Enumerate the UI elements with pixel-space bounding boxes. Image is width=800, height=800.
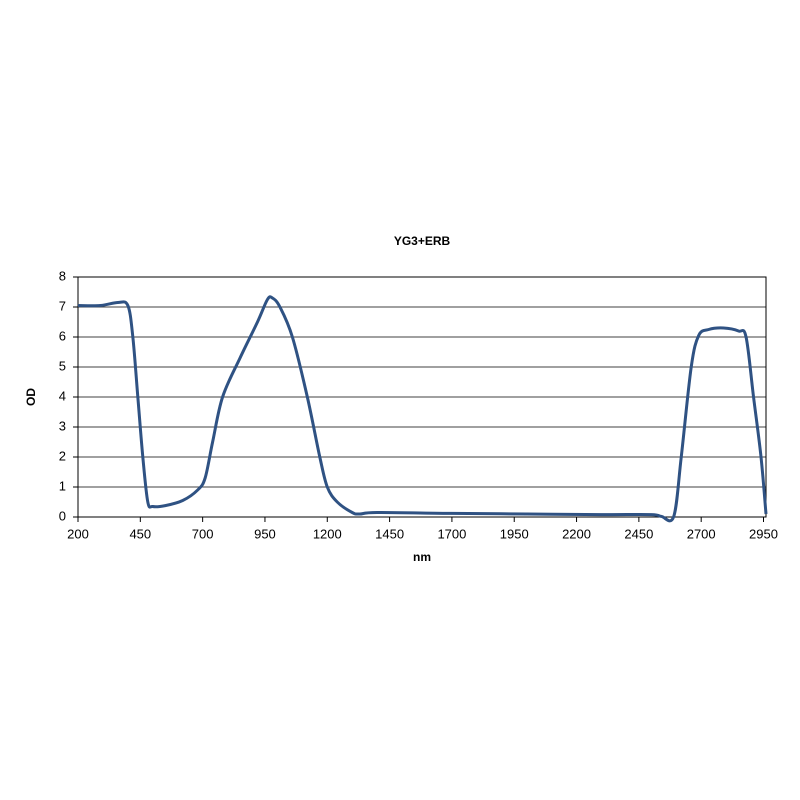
x-tick-label: 950 xyxy=(254,526,276,541)
x-tick-label: 1450 xyxy=(375,526,404,541)
y-tick-label: 1 xyxy=(59,478,66,493)
x-tick-label: 450 xyxy=(129,526,151,541)
x-tick-label: 200 xyxy=(67,526,89,541)
x-tick-label: 2700 xyxy=(687,526,716,541)
x-tick-label: 2200 xyxy=(562,526,591,541)
data-line xyxy=(77,295,768,523)
y-tick-label: 8 xyxy=(59,268,66,283)
x-tick-label: 2950 xyxy=(749,526,778,541)
x-axis-label: nm xyxy=(413,550,431,564)
y-tick-label: 3 xyxy=(59,418,66,433)
plot-frame xyxy=(77,276,767,518)
y-axis-label: OD xyxy=(24,388,38,406)
x-tick-label: 1700 xyxy=(437,526,466,541)
y-tick-label: 2 xyxy=(59,448,66,463)
y-tick-label: 6 xyxy=(59,328,66,343)
y-tick-label: 5 xyxy=(59,358,66,373)
y-tick-label: 7 xyxy=(59,298,66,313)
x-tick-label: 700 xyxy=(192,526,214,541)
x-tick-label: 2450 xyxy=(624,526,653,541)
x-tick-label: 1950 xyxy=(500,526,529,541)
y-tick-label: 0 xyxy=(59,508,66,523)
y-tick-label: 4 xyxy=(59,388,66,403)
x-tick-label: 1200 xyxy=(313,526,342,541)
chart-title: YG3+ERB xyxy=(394,234,451,248)
